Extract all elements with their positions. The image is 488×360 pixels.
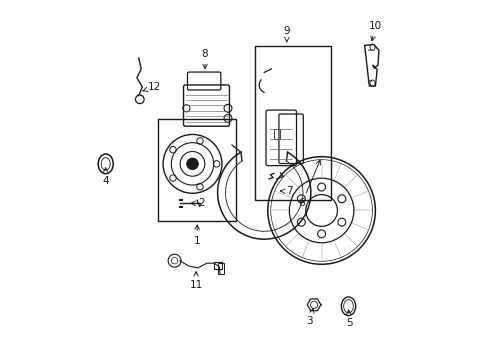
Bar	[255, 45, 330, 200]
Text: 1: 1	[193, 225, 200, 246]
Bar	[273, 129, 280, 139]
Text: 8: 8	[202, 49, 208, 69]
Bar	[217, 263, 224, 274]
Text: 6: 6	[298, 160, 320, 208]
Text: 4: 4	[102, 168, 109, 186]
Text: 7: 7	[280, 186, 292, 197]
Text: 2: 2	[190, 198, 204, 208]
Circle shape	[186, 158, 198, 170]
Text: 5: 5	[345, 310, 352, 328]
Text: 3: 3	[306, 309, 313, 325]
Text: 11: 11	[189, 272, 203, 290]
Text: 9: 9	[283, 26, 289, 42]
Bar	[158, 119, 235, 221]
Bar	[214, 262, 222, 269]
Text: 12: 12	[142, 82, 161, 92]
Text: 10: 10	[368, 21, 381, 41]
